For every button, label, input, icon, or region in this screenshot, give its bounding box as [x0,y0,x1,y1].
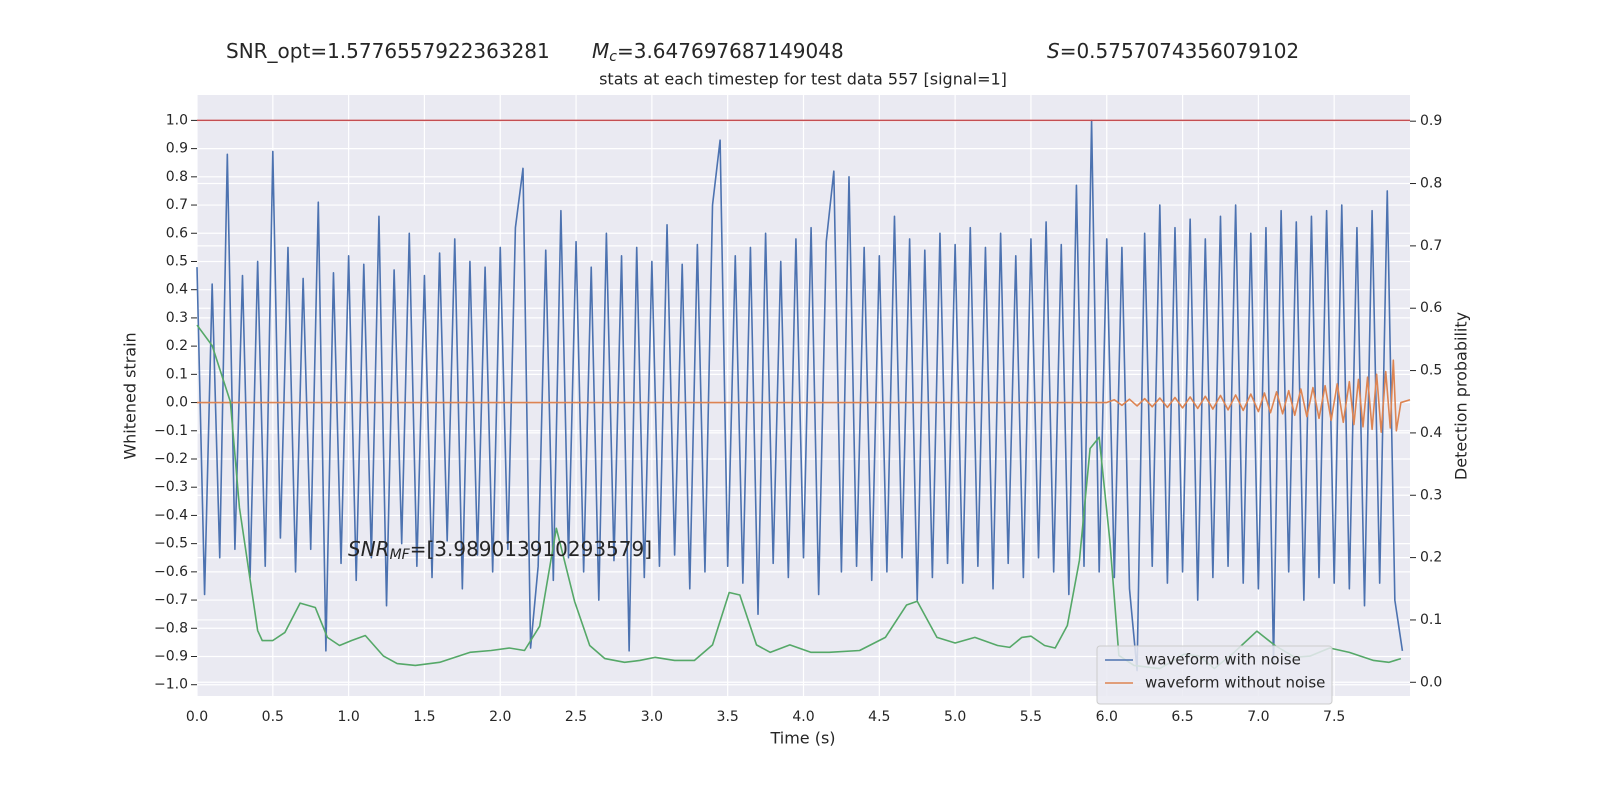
y-tick-label: −0.9 [154,648,188,664]
y-tick-label: 0.0 [166,395,188,411]
y-tick-label: −0.7 [154,592,188,608]
y-tick-label: −0.4 [154,507,188,523]
legend-label: waveform without noise [1145,674,1325,692]
text: =0.5757074356079102 [1060,39,1299,63]
rich-text: SNR_opt=1.5776557922363281 [226,39,550,63]
y2-tick-label: 0.5 [1420,363,1442,379]
rich-text: S=0.5757074356079102 [1047,39,1299,63]
symbol: SNR [348,537,390,561]
text: =3.647697687149048 [617,39,844,63]
y2-tick-label: 0.1 [1420,612,1442,628]
y-tick-label: 0.1 [166,366,188,382]
x-tick-label: 5.0 [944,709,966,725]
series-line [197,359,1411,433]
y-tick-label: 1.0 [166,112,188,128]
legend-box [1096,645,1333,705]
y2-tick-label: 0.3 [1420,487,1442,503]
y2-axis-label: Detection probability [1452,312,1471,480]
x-tick-label: 6.5 [1171,709,1193,725]
x-tick-label: 1.0 [337,709,359,725]
x-tick-label: 4.0 [792,709,814,725]
x-tick-label: 7.5 [1323,709,1345,725]
y-tick-label: −0.2 [154,451,188,467]
y2-tick-label: 0.8 [1420,176,1442,192]
x-tick-label: 0.5 [262,709,284,725]
y2-tick-label: 0.7 [1420,238,1442,254]
symbol: S [1047,39,1060,63]
y-tick-label: 0.4 [166,282,188,298]
y2-tick-label: 0.0 [1420,674,1442,690]
subscript: MF [390,547,411,563]
y-tick-label: −0.3 [154,479,188,495]
x-tick-label: 5.5 [1020,709,1042,725]
legend-label: waveform with noise [1145,651,1301,669]
rich-text: SNRMF=[3.989013910293579] [348,537,652,564]
x-tick-label: 2.5 [565,709,587,725]
chart-subtitle: stats at each timestep for test data 557… [599,70,1007,89]
y-axis-label: Whitened strain [121,332,140,459]
x-tick-label: 7.0 [1247,709,1269,725]
y2-tick-label: 0.2 [1420,550,1442,566]
y-tick-label: 0.7 [166,197,188,213]
x-tick-label: 0.0 [186,709,208,725]
x-tick-label: 3.0 [641,709,663,725]
symbol: M [592,39,609,63]
y-tick-label: −0.1 [154,423,188,439]
y-tick-label: −0.6 [154,564,188,580]
x-tick-label: 6.0 [1096,709,1118,725]
rich-text: Mc=3.647697687149048 [592,39,844,66]
y-tick-label: 0.2 [166,338,188,354]
series-line [196,119,1404,672]
y-tick-label: −1.0 [154,677,188,693]
text: SNR_opt=1.5776557922363281 [226,39,550,63]
y2-tick-label: 0.4 [1420,425,1442,441]
x-axis-label: Time (s) [769,729,835,748]
y-tick-label: 0.9 [166,141,188,157]
y2-tick-label: 0.9 [1420,113,1442,129]
x-tick-label: 2.0 [489,709,511,725]
y-tick-label: 0.8 [166,169,188,185]
x-tick-label: 4.5 [868,709,890,725]
text: =[3.989013910293579] [410,537,652,561]
y-tick-label: 0.6 [166,225,188,241]
x-tick-label: 1.5 [413,709,435,725]
y2-tick-label: 0.6 [1420,300,1442,316]
y-tick-label: 0.5 [166,253,188,269]
y-tick-label: −0.5 [154,536,188,552]
subscript: c [609,49,617,65]
y-tick-label: −0.8 [154,620,188,636]
x-tick-label: 3.5 [717,709,739,725]
y-tick-label: 0.3 [166,310,188,326]
